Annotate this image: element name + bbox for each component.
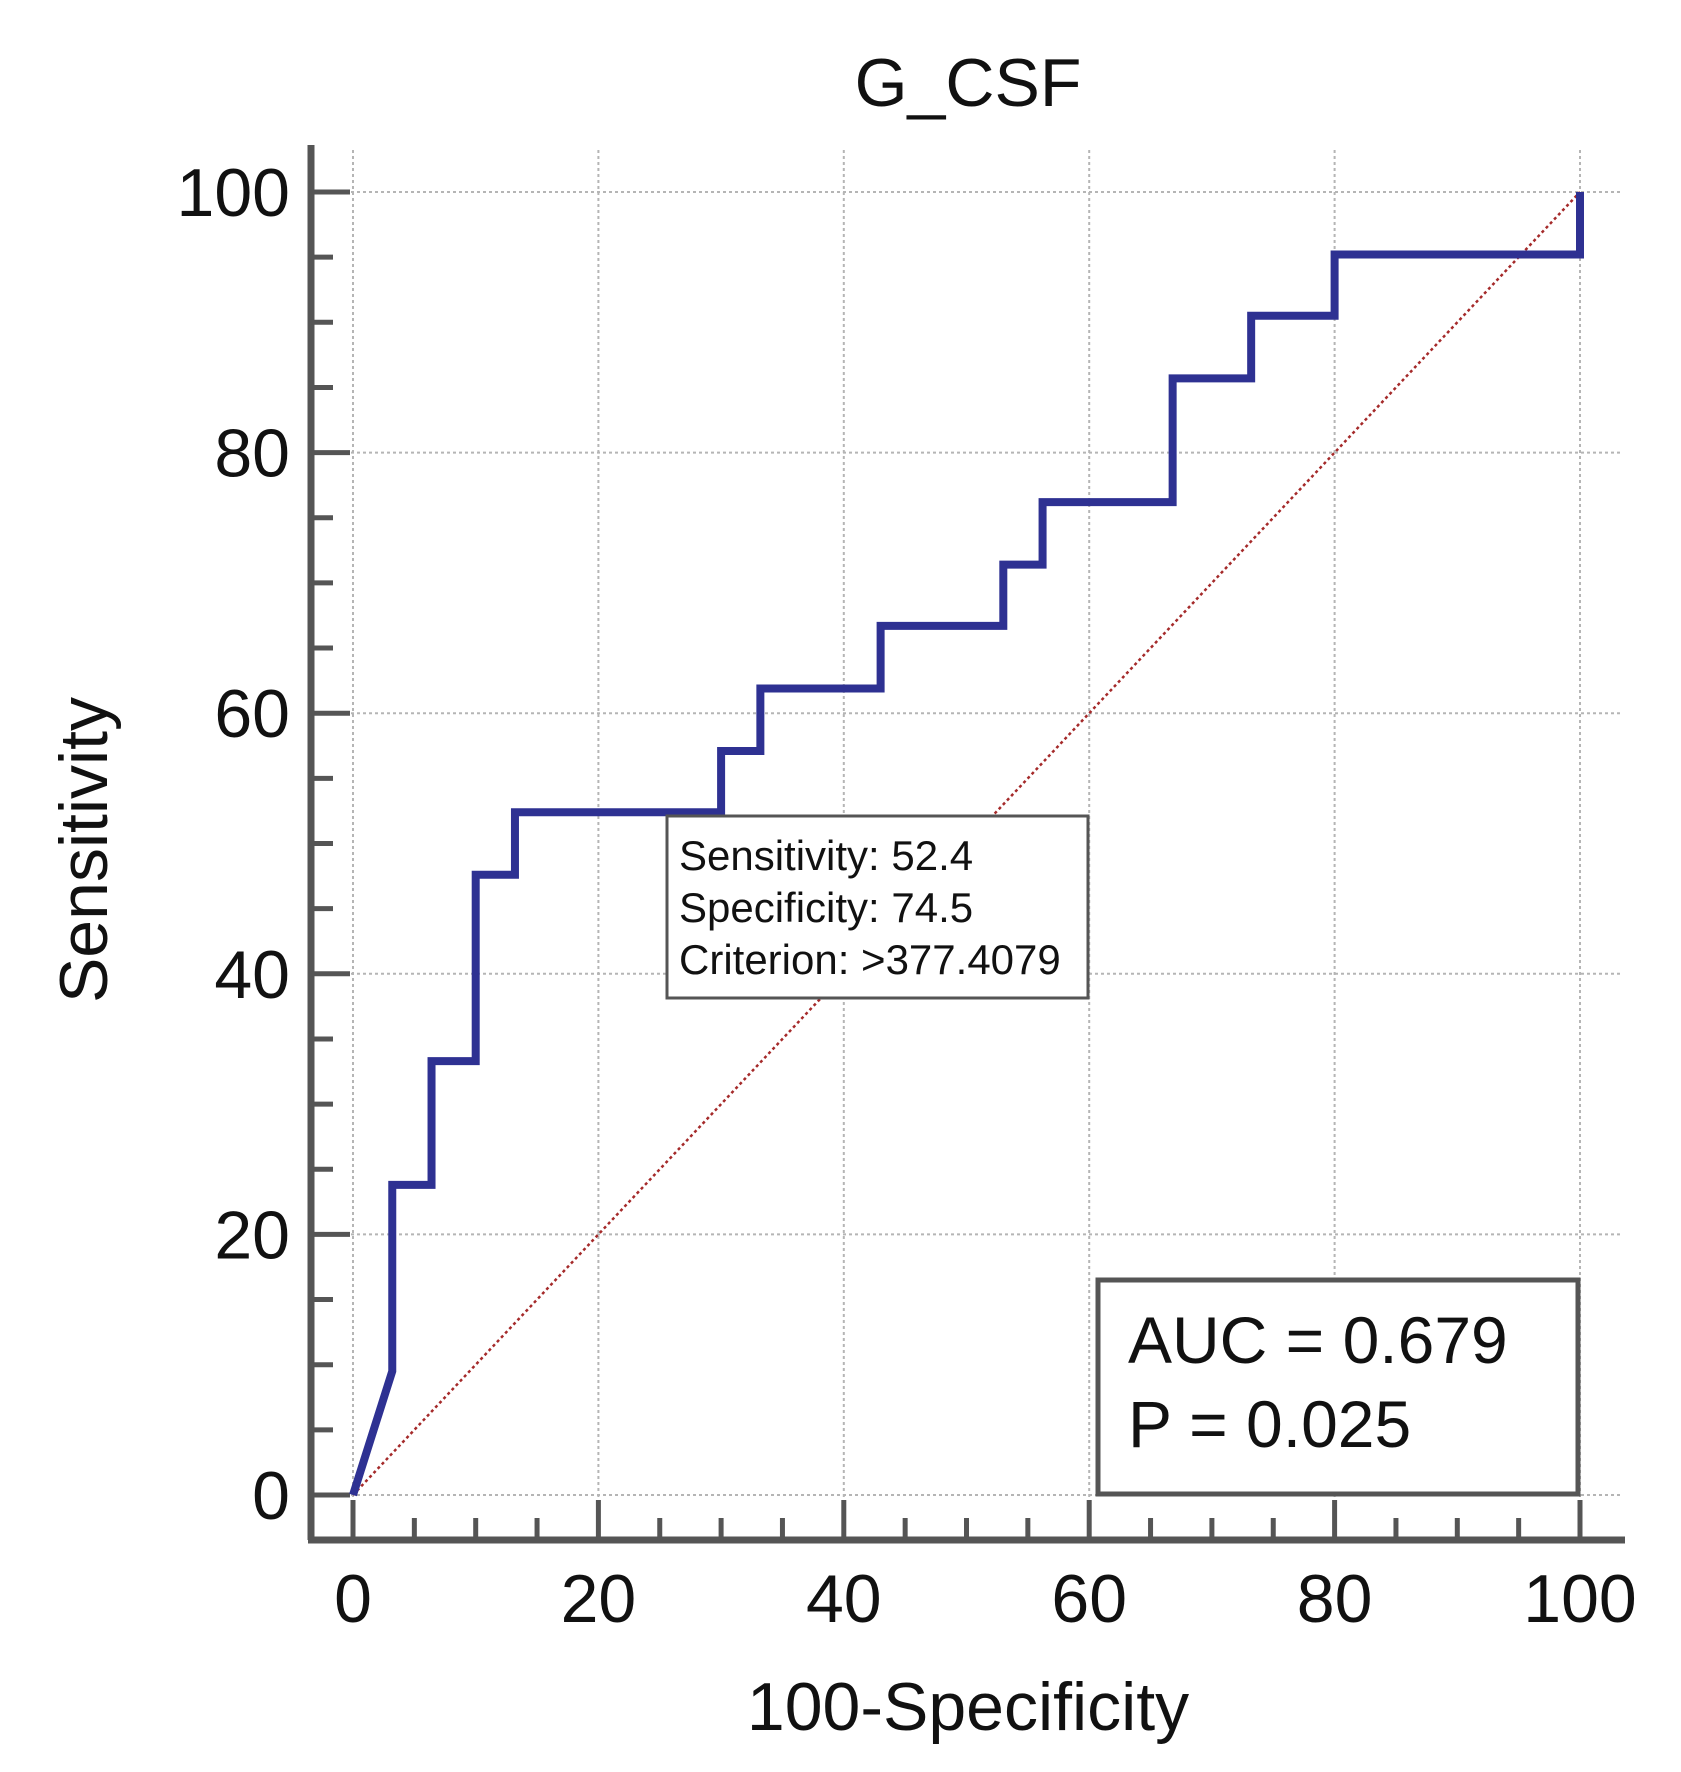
grid: [315, 150, 1622, 1536]
y-axis-label: Sensitivity: [46, 697, 122, 1003]
x-ticks: 0 20 40 60 80 100: [334, 1500, 1637, 1637]
roc-curve-line: [349, 192, 1584, 1497]
y-tick-label-100: 100: [177, 155, 290, 231]
x-tick-label-40: 40: [806, 1561, 882, 1637]
y-ticks: 0 20 40 60 80 100: [177, 155, 350, 1534]
y-tick-label-20: 20: [214, 1197, 290, 1273]
x-axis-label: 100-Specificity: [747, 1669, 1189, 1745]
x-tick-label-100: 100: [1523, 1561, 1636, 1637]
y-tick-label-80: 80: [214, 416, 290, 492]
auc-value: AUC = 0.679: [1128, 1303, 1508, 1377]
annotation-sensitivity: Sensitivity: 52.4: [679, 832, 973, 879]
y-tick-label-0: 0: [252, 1458, 290, 1534]
x-tick-label-80: 80: [1297, 1561, 1373, 1637]
annotation-criterion: Criterion: >377.4079: [679, 936, 1061, 983]
annotation-specificity: Specificity: 74.5: [679, 884, 973, 931]
x-tick-label-60: 60: [1051, 1561, 1127, 1637]
y-tick-label-40: 40: [214, 937, 290, 1013]
criterion-annotation-box: [665, 814, 1090, 1000]
chart-title: G_CSF: [855, 45, 1082, 121]
y-tick-label-60: 60: [214, 676, 290, 752]
auc-stats-box: [1095, 1277, 1581, 1497]
x-tick-label-20: 20: [561, 1561, 637, 1637]
p-value: P = 0.025: [1128, 1387, 1411, 1461]
x-tick-label-0: 0: [334, 1561, 372, 1637]
